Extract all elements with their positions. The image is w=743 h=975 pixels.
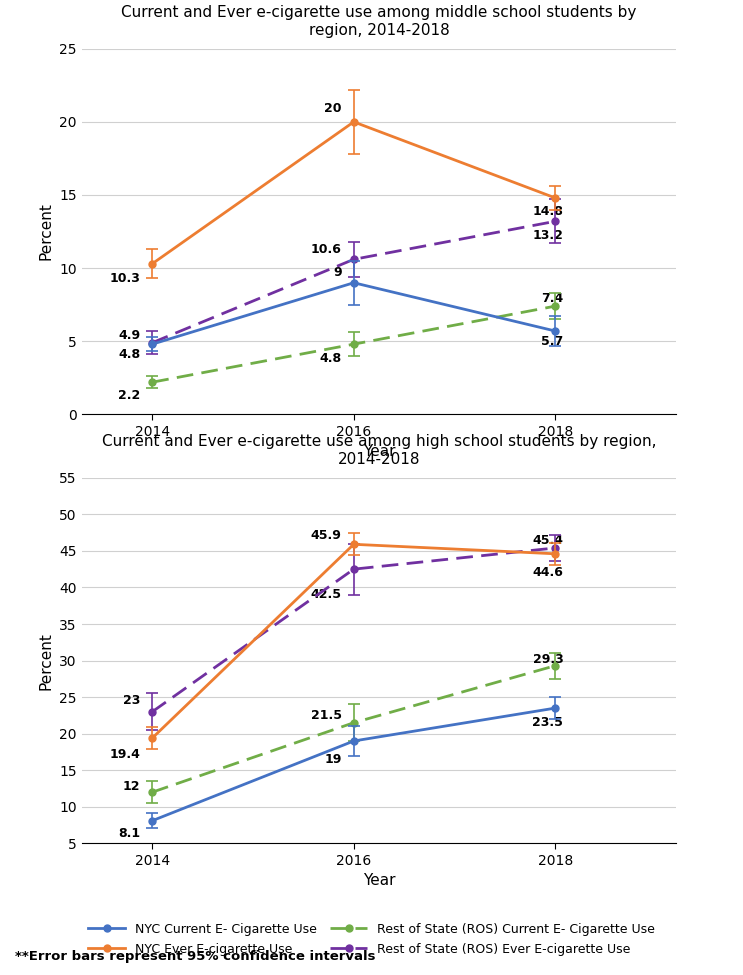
Text: 23: 23 (123, 694, 140, 707)
Text: 8.1: 8.1 (118, 828, 140, 840)
Text: 44.6: 44.6 (533, 566, 563, 578)
Text: 14.8: 14.8 (533, 205, 563, 217)
Text: 4.8: 4.8 (319, 352, 342, 366)
Text: 45.9: 45.9 (311, 529, 342, 542)
Text: 23.5: 23.5 (533, 717, 563, 729)
Title: Current and Ever e-cigarette use among middle school students by
region, 2014-20: Current and Ever e-cigarette use among m… (121, 6, 637, 38)
Text: 29.3: 29.3 (533, 653, 563, 666)
Text: 7.4: 7.4 (541, 292, 563, 305)
Text: 45.4: 45.4 (532, 534, 563, 547)
Text: 42.5: 42.5 (311, 588, 342, 602)
Y-axis label: Percent: Percent (39, 632, 53, 689)
Text: 4.9: 4.9 (118, 329, 140, 342)
Text: 5.7: 5.7 (541, 334, 563, 348)
Text: 20: 20 (324, 102, 342, 115)
Text: 13.2: 13.2 (533, 229, 563, 243)
Text: 9: 9 (333, 266, 342, 279)
Y-axis label: Percent: Percent (39, 203, 53, 260)
Text: 4.8: 4.8 (118, 348, 140, 361)
Text: 19: 19 (324, 753, 342, 765)
Text: 12: 12 (123, 780, 140, 793)
Text: 10.3: 10.3 (109, 272, 140, 285)
X-axis label: Year: Year (363, 874, 395, 888)
Text: 21.5: 21.5 (311, 709, 342, 722)
Text: 10.6: 10.6 (311, 243, 342, 255)
Legend: NYC Current E- Cigarette Use, NYC Ever E-cigarette Use, Rest of State (ROS) Curr: NYC Current E- Cigarette Use, NYC Ever E… (88, 922, 655, 956)
Text: 19.4: 19.4 (109, 748, 140, 760)
X-axis label: Year: Year (363, 445, 395, 459)
Text: **Error bars represent 95% confidence intervals: **Error bars represent 95% confidence in… (15, 951, 375, 963)
Title: Current and Ever e-cigarette use among high school students by region,
2014-2018: Current and Ever e-cigarette use among h… (102, 435, 656, 467)
Text: 2.2: 2.2 (118, 389, 140, 402)
Legend: NYC Current E- Cigarette Use, NYC Ever E-cigarette Use, Rest of State (ROS) Curr: NYC Current E- Cigarette Use, NYC Ever E… (88, 493, 655, 527)
